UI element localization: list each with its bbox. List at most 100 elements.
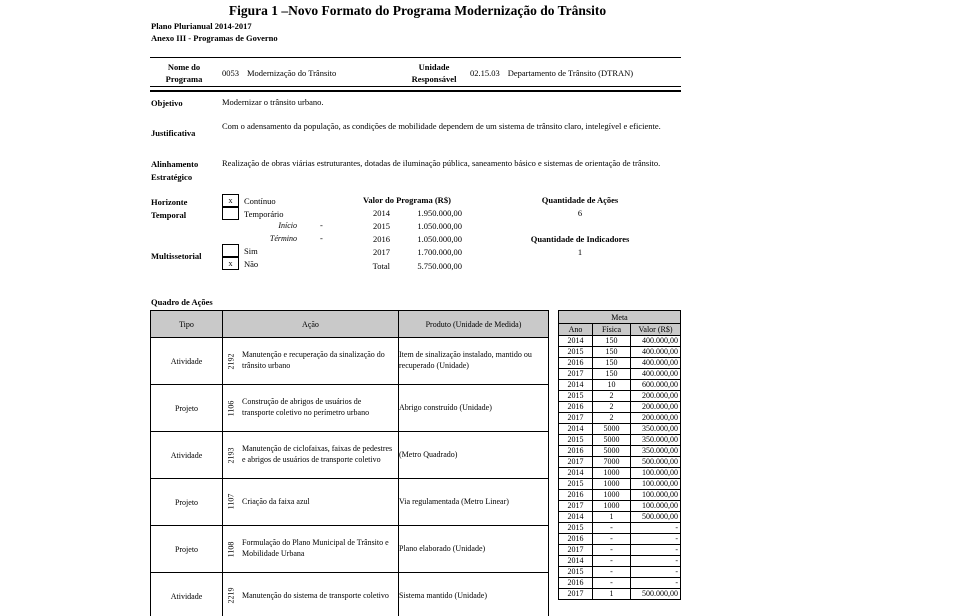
meta-ano: 2015 [558, 434, 593, 446]
meta-row: 2017 2 200.000,00 [558, 412, 681, 424]
meta-ano: 2017 [558, 500, 593, 512]
temporario-label: Temporário [244, 209, 284, 219]
meta-fisica: 1 [592, 588, 631, 600]
valor-year: 2016 [373, 234, 390, 244]
objetivo-value: Modernizar o trânsito urbano. [222, 97, 324, 107]
program-name-label: Nome do Programa [165, 62, 203, 85]
meta-ano: 2015 [558, 390, 593, 402]
termino-dash: - [320, 233, 323, 243]
program-name-text: Modernização do Trânsito [247, 68, 337, 78]
tipo-cell: Atividade [150, 337, 223, 385]
meta-ano: 2017 [558, 412, 593, 424]
meta-ano: 2014 [558, 511, 593, 523]
header-valor: Valor (R$) [630, 323, 681, 336]
tipo-cell: Atividade [150, 431, 223, 479]
meta-fisica: 10 [592, 379, 631, 391]
alinhamento-label: Alinhamento Estratégico [151, 159, 199, 182]
acao-text: Manutenção e recuperação da sinalização … [242, 350, 385, 370]
meta-row: 2016 150 400.000,00 [558, 357, 681, 369]
meta-row: 2014 10 600.000,00 [558, 379, 681, 391]
meta-valor: 400.000,00 [630, 346, 681, 358]
meta-ano: 2015 [558, 478, 593, 490]
valor-year: 2014 [373, 208, 390, 218]
acao-row: Projeto 1108 Formulação do Plano Municipal… [150, 525, 549, 573]
acao-text: Formulação do Plano Municipal de Trânsit… [242, 538, 389, 558]
quantidade-acoes-value: 6 [577, 208, 583, 218]
meta-valor: 500.000,00 [630, 511, 681, 523]
unit-value: 02.15.03 Departamento de Trânsito (DTRAN) [470, 68, 633, 78]
acao-cell: 1108 Formulação do Plano Municipal de Trâ… [222, 525, 399, 573]
acao-codigo: 2219 [226, 587, 236, 604]
header-ano: Ano [558, 323, 593, 336]
meta-ano: 2017 [558, 368, 593, 380]
meta-row: 2016- - [558, 577, 681, 589]
acao-codigo: 2192 [226, 353, 236, 369]
objetivo-label: Objetivo [151, 98, 183, 108]
sim-checkbox [222, 244, 239, 257]
meta-valor: 100.000,00 [630, 500, 681, 512]
meta-fisica: 7000 [592, 456, 631, 468]
meta-valor: 100.000,00 [630, 478, 681, 490]
meta-row: 2016 1000 100.000,00 [558, 489, 681, 501]
quantidade-acoes-label: Quantidade de Ações [541, 195, 619, 205]
valor-row: 2016 1.050.000,00 [362, 234, 462, 244]
justificativa-label: Justificativa [151, 128, 196, 138]
subtitle-anexo: Anexo III - Programas de Governo [151, 33, 278, 43]
meta-ano: 2016 [558, 401, 593, 413]
meta-valor: - [630, 522, 681, 534]
program-name-value: 0053 Modernização do Trânsito [222, 68, 336, 78]
header-meta: Meta [558, 310, 681, 324]
meta-fisica: 1000 [592, 467, 631, 479]
meta-fisica: 150 [592, 368, 631, 380]
meta-row: 2015- - [558, 566, 681, 578]
subtitle-plano: Plano Plurianual 2014-2017 [151, 21, 252, 31]
valor-year: 2015 [373, 221, 390, 231]
meta-subheader-row: Ano Física Valor (R$) [558, 323, 681, 336]
acao-codigo: 1106 [226, 400, 236, 416]
multissetorial-label: Multissetorial [151, 251, 202, 261]
meta-row: 2016 5000 350.000,00 [558, 445, 681, 457]
meta-valor: 200.000,00 [630, 390, 681, 402]
meta-row: 2014 150 400.000,00 [558, 335, 681, 347]
program-code: 0053 [222, 68, 239, 78]
meta-ano: 2016 [558, 489, 593, 501]
header-fisica: Física [592, 323, 631, 336]
produto-cell: Plano elaborado (Unidade) [398, 525, 549, 573]
meta-valor: 600.000,00 [630, 379, 681, 391]
meta-ano: 2016 [558, 533, 593, 545]
meta-valor: - [630, 577, 681, 589]
valor-amount: 1.950.000,00 [417, 208, 462, 218]
meta-fisica: 1 [592, 511, 631, 523]
meta-valor: 500.000,00 [630, 456, 681, 468]
meta-row: 2014 1000 100.000,00 [558, 467, 681, 479]
meta-fisica: - [592, 577, 631, 589]
acao-codigo: 1108 [226, 541, 236, 557]
meta-valor: 100.000,00 [630, 489, 681, 501]
meta-ano: 2014 [558, 335, 593, 347]
temporario-checkbox [222, 207, 239, 220]
acao-codigo: 1107 [226, 494, 236, 510]
program-header-strip: Nome do Programa 0053 Modernização do Trâ… [150, 57, 681, 87]
acao-cell: 2193 Manutenção de ciclofaixas, faixas de… [222, 431, 399, 479]
meta-row: 2016- - [558, 533, 681, 545]
valor-row: 2014 1.950.000,00 [362, 208, 462, 218]
valor-amount: 5.750.000,00 [417, 261, 462, 271]
header-acao: Ação [222, 310, 399, 338]
meta-fisica: - [592, 544, 631, 556]
meta-ano: 2015 [558, 346, 593, 358]
header-tipo: Tipo [150, 310, 223, 338]
meta-fisica: 2 [592, 412, 631, 424]
acoes-header-row: Tipo Ação Produto (Unidade de Medida) [150, 310, 549, 338]
tipo-cell: Projeto [150, 384, 223, 432]
meta-ano: 2014 [558, 423, 593, 435]
acoes-table: Tipo Ação Produto (Unidade de Medida) At… [150, 310, 549, 616]
meta-fisica: - [592, 522, 631, 534]
meta-fisica: 1000 [592, 478, 631, 490]
acao-text: Criação da faixa azul [242, 496, 310, 506]
meta-fisica: - [592, 555, 631, 567]
meta-valor: - [630, 566, 681, 578]
meta-fisica: 1000 [592, 489, 631, 501]
meta-fisica: 5000 [592, 423, 631, 435]
alinhamento-value: Realização de obras viárias estruturante… [222, 158, 661, 168]
